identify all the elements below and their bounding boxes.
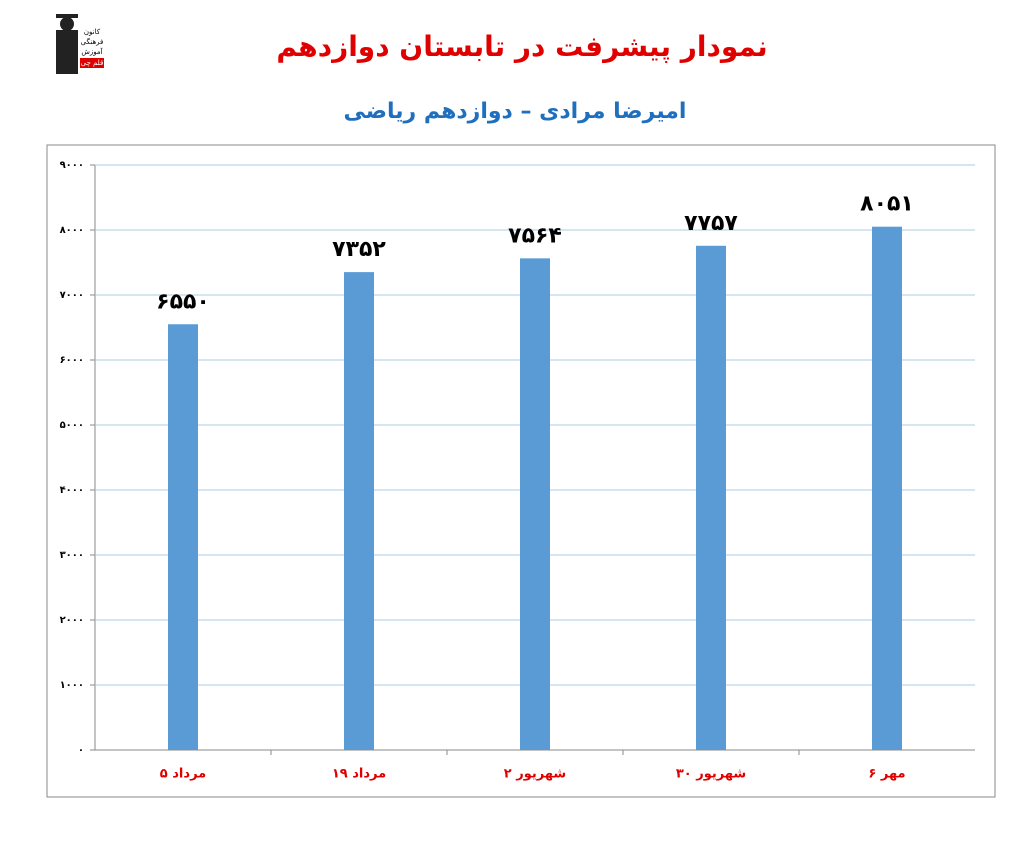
y-tick-label: ۶۰۰۰	[60, 355, 84, 366]
data-label: ۷۳۵۲	[332, 237, 386, 262]
chart-title: نمودار پیشرفت در تابستان دوازدهم	[276, 30, 767, 63]
x-tick-label: ۵ مرداد	[160, 767, 206, 782]
y-tick-label: ۷۰۰۰	[60, 290, 84, 301]
data-label: ۷۷۵۷	[684, 211, 738, 236]
bar	[344, 272, 374, 750]
data-label: ۸۰۵۱	[860, 192, 914, 217]
logo-text: قلم چی	[81, 59, 104, 67]
y-tick-label: ۲۰۰۰	[60, 615, 84, 626]
chart-subtitle: امیرضا مرادی – دوازدهم ریاضی	[344, 99, 687, 124]
x-tick-label: ۱۹ مرداد	[332, 767, 386, 782]
logo-text: فرهنگی	[81, 37, 104, 46]
bar	[872, 226, 902, 750]
chart-frame	[46, 144, 996, 798]
x-tick-label: ۲ شهریور	[504, 767, 566, 782]
logo-text: کانون	[84, 28, 101, 36]
logo-text: آموزش	[81, 47, 103, 56]
y-tick-label: ۵۰۰۰	[60, 420, 84, 431]
y-tick-label: ۴۰۰۰	[60, 485, 84, 496]
bar	[696, 245, 726, 751]
logo-head	[60, 17, 74, 31]
x-tick-label: ۳۰ شهریور	[676, 767, 746, 782]
y-tick-label: ۹۰۰۰	[60, 160, 84, 171]
bar	[520, 258, 550, 750]
data-label: ۷۵۶۴	[508, 223, 562, 248]
bar	[168, 324, 198, 750]
y-tick-label: ۸۰۰۰	[60, 225, 84, 236]
logo-figure	[56, 30, 78, 74]
logo: کانون فرهنگی آموزش قلم چی	[56, 14, 104, 74]
logo-cap	[56, 14, 78, 18]
y-tick-label: ۰	[78, 745, 84, 756]
logo-badge	[80, 58, 104, 68]
y-tick-label: ۳۰۰۰	[60, 550, 84, 561]
x-tick-label: ۶ مهر	[868, 767, 905, 782]
data-label: ۶۵۵۰	[156, 289, 210, 314]
y-tick-label: ۱۰۰۰	[60, 680, 84, 691]
